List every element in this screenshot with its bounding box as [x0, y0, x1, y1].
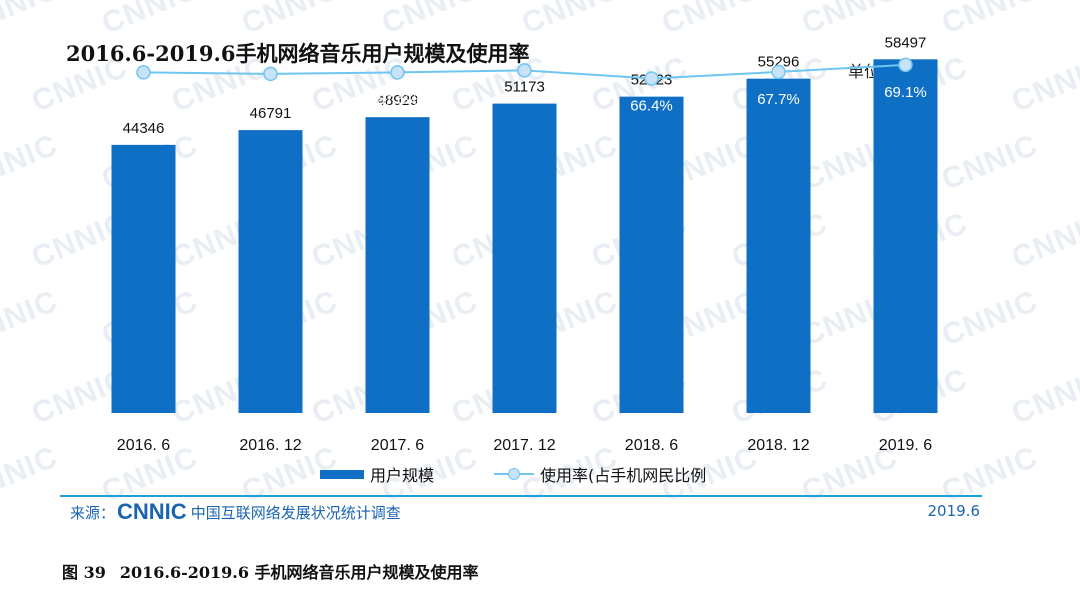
- rate-label: 67.3%: [249, 93, 292, 110]
- rate-point: [136, 65, 151, 80]
- rate-point: [771, 64, 786, 80]
- bar-value-label: 58497: [885, 34, 927, 51]
- x-tick-label: 2017. 6: [371, 437, 424, 454]
- source-date: 2019.6: [927, 502, 981, 520]
- bar: [365, 117, 430, 414]
- bar-value-labels: 44346467914892951173523235529658497: [123, 34, 927, 137]
- rate-point: [644, 71, 659, 86]
- figure-caption-text: 2016.6-2019.6 手机网络音乐用户规模及使用率: [119, 563, 479, 582]
- bar: [492, 103, 557, 414]
- x-tick-label: 2017. 12: [493, 437, 555, 454]
- bar-value-label: 44346: [123, 120, 165, 137]
- legend: 用户规模 使用率(占手机网民比例: [320, 464, 707, 485]
- legend-line-label: 使用率(占手机网民比例: [540, 466, 707, 485]
- rate-label: 67.6%: [122, 91, 165, 108]
- source-org: 中国互联网络发展状况统计调查: [190, 503, 401, 522]
- rate-label: 67.6%: [376, 91, 419, 108]
- rate-label: 67.7%: [757, 91, 800, 108]
- bar: [238, 130, 303, 413]
- figure-caption: 图 39 2016.6-2019.6 手机网络音乐用户规模及使用率: [62, 559, 479, 583]
- chart: 44346467914892951173523235529658497 67.6…: [111, 34, 938, 454]
- rate-point: [263, 66, 278, 82]
- x-axis-ticks: 2016. 6 2016. 12 2017. 6 2017. 12 2018. 6 201…: [117, 437, 932, 454]
- rate-label: 68.0%: [503, 89, 546, 106]
- bar-value-label: 48929: [377, 92, 419, 109]
- bar-value-label: 51173: [504, 79, 545, 96]
- footer-divider: [60, 495, 982, 497]
- bar: [619, 96, 684, 413]
- bar: [746, 78, 811, 413]
- chart-title: 2016.6-2019.6手机网络音乐用户规模及使用率: [66, 41, 530, 66]
- source-prefix: 来源：: [70, 503, 116, 522]
- bar-value-label: 46791: [250, 105, 292, 122]
- rate-point: [898, 57, 913, 73]
- rate-labels: 67.6% 67.3% 67.6% 68.0% 66.4% 67.7% 69.1%: [122, 84, 927, 115]
- bars: [111, 59, 938, 414]
- rate-line: [136, 57, 913, 86]
- rate-label: 69.1%: [884, 84, 927, 101]
- bar: [873, 59, 938, 413]
- bar-value-label: 55296: [758, 54, 800, 71]
- rate-point: [390, 65, 405, 80]
- x-tick-label: 2016. 6: [117, 437, 170, 454]
- x-tick-label: 2019. 6: [879, 437, 932, 454]
- cnnic-logo: CNNIC: [117, 499, 187, 524]
- rate-point: [517, 63, 532, 78]
- legend-bar-label: 用户规模: [370, 466, 435, 485]
- legend-bar-swatch: [320, 469, 364, 479]
- legend-line-swatch: [494, 468, 535, 480]
- source-line: 来源： CNNIC 中国互联网络发展状况统计调查: [70, 499, 401, 524]
- x-tick-label: 2016. 12: [239, 437, 301, 454]
- figure-number: 图 39: [62, 563, 106, 582]
- bar: [111, 144, 176, 413]
- x-tick-label: 2018. 6: [625, 437, 678, 454]
- x-tick-label: 2018. 12: [747, 437, 809, 454]
- rate-label: 66.4%: [630, 97, 673, 114]
